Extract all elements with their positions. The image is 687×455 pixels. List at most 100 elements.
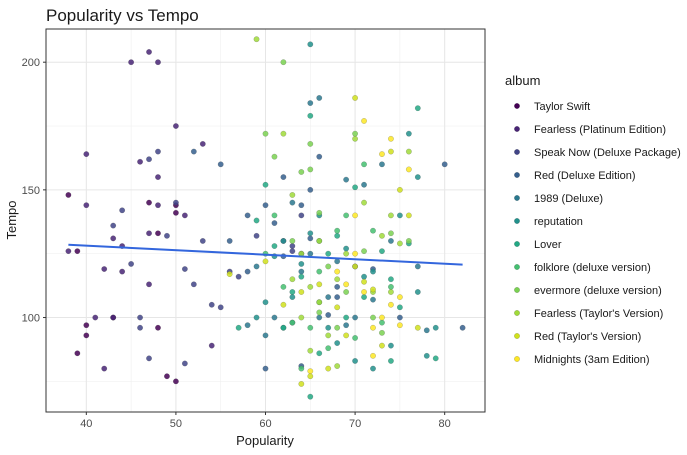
data-point xyxy=(459,324,466,331)
data-point xyxy=(414,174,421,181)
data-point xyxy=(226,237,233,244)
panel-border xyxy=(45,28,486,413)
data-point xyxy=(325,263,332,270)
data-point xyxy=(361,117,368,124)
legend: album Taylor Swift Fearless (Platinum Edi… xyxy=(505,73,681,366)
legend-key xyxy=(514,356,520,362)
data-point xyxy=(65,248,72,255)
data-point xyxy=(83,151,90,158)
data-point xyxy=(370,324,376,331)
data-point xyxy=(334,258,341,265)
data-point xyxy=(83,332,90,339)
data-point xyxy=(172,199,179,206)
data-point xyxy=(235,324,242,331)
data-point xyxy=(316,299,323,306)
data-point xyxy=(387,148,394,155)
data-point xyxy=(298,314,305,321)
y-axis-title: Tempo xyxy=(4,200,19,239)
data-point xyxy=(110,314,117,321)
data-point xyxy=(334,294,341,301)
data-point xyxy=(405,148,412,155)
data-point xyxy=(181,266,188,272)
data-point xyxy=(262,332,269,339)
data-point xyxy=(137,314,144,321)
legend-label: Speak Now (Deluxe Package) xyxy=(534,147,681,159)
data-point xyxy=(396,212,403,219)
legend-key xyxy=(514,172,520,178)
data-point xyxy=(316,350,323,357)
x-tick-label: 80 xyxy=(439,418,451,430)
data-point xyxy=(307,368,314,375)
data-point xyxy=(289,243,296,249)
data-point xyxy=(334,363,341,369)
data-point xyxy=(361,278,368,285)
data-point xyxy=(316,268,323,275)
data-point xyxy=(119,268,126,275)
legend-key xyxy=(514,195,520,201)
data-point xyxy=(396,322,403,329)
data-point xyxy=(379,248,385,255)
data-point xyxy=(280,283,287,290)
data-point xyxy=(334,283,341,290)
data-point xyxy=(137,324,144,331)
data-point xyxy=(370,314,376,321)
data-point xyxy=(352,357,359,364)
data-point xyxy=(352,130,359,137)
data-point xyxy=(235,273,242,280)
legend-key xyxy=(514,126,520,132)
data-point xyxy=(361,273,368,280)
data-point xyxy=(325,324,332,331)
data-point xyxy=(298,273,305,280)
data-point xyxy=(325,365,332,372)
legend-key xyxy=(514,149,520,155)
data-point xyxy=(262,130,269,137)
data-point xyxy=(414,289,421,295)
data-point xyxy=(244,322,251,329)
legend-key xyxy=(514,264,520,270)
data-point xyxy=(298,169,305,175)
legend-title: album xyxy=(505,73,540,88)
data-point xyxy=(334,276,341,283)
data-point xyxy=(83,202,90,209)
data-point xyxy=(334,227,341,234)
data-point xyxy=(387,135,394,142)
data-point xyxy=(343,212,350,219)
data-point xyxy=(155,324,161,331)
data-point xyxy=(289,294,296,301)
data-point xyxy=(253,263,260,270)
data-point xyxy=(352,135,359,142)
data-point xyxy=(172,378,179,385)
data-point xyxy=(325,312,332,318)
data-point xyxy=(316,314,323,321)
data-point xyxy=(271,220,278,227)
data-point xyxy=(146,281,152,288)
data-point xyxy=(325,294,332,301)
data-point xyxy=(128,260,135,267)
data-point xyxy=(343,314,350,321)
data-point xyxy=(307,230,314,237)
legend-key xyxy=(514,241,520,247)
data-point xyxy=(262,258,269,265)
data-point xyxy=(155,230,161,237)
data-point xyxy=(334,304,341,311)
data-point xyxy=(352,184,359,191)
data-point xyxy=(387,283,394,290)
data-point xyxy=(343,332,350,339)
data-point xyxy=(334,324,341,331)
data-point xyxy=(92,314,99,321)
data-point xyxy=(155,202,161,209)
y-tick-label: 150 xyxy=(22,185,40,197)
data-point xyxy=(379,342,385,349)
data-point xyxy=(316,309,323,316)
data-point xyxy=(280,59,287,66)
data-point xyxy=(405,130,412,137)
data-point xyxy=(396,294,403,301)
data-point xyxy=(190,148,197,155)
data-point xyxy=(379,161,385,168)
data-point xyxy=(163,232,170,239)
data-point xyxy=(343,176,350,183)
data-point xyxy=(334,232,341,239)
data-point xyxy=(271,243,278,249)
data-point xyxy=(146,49,152,55)
